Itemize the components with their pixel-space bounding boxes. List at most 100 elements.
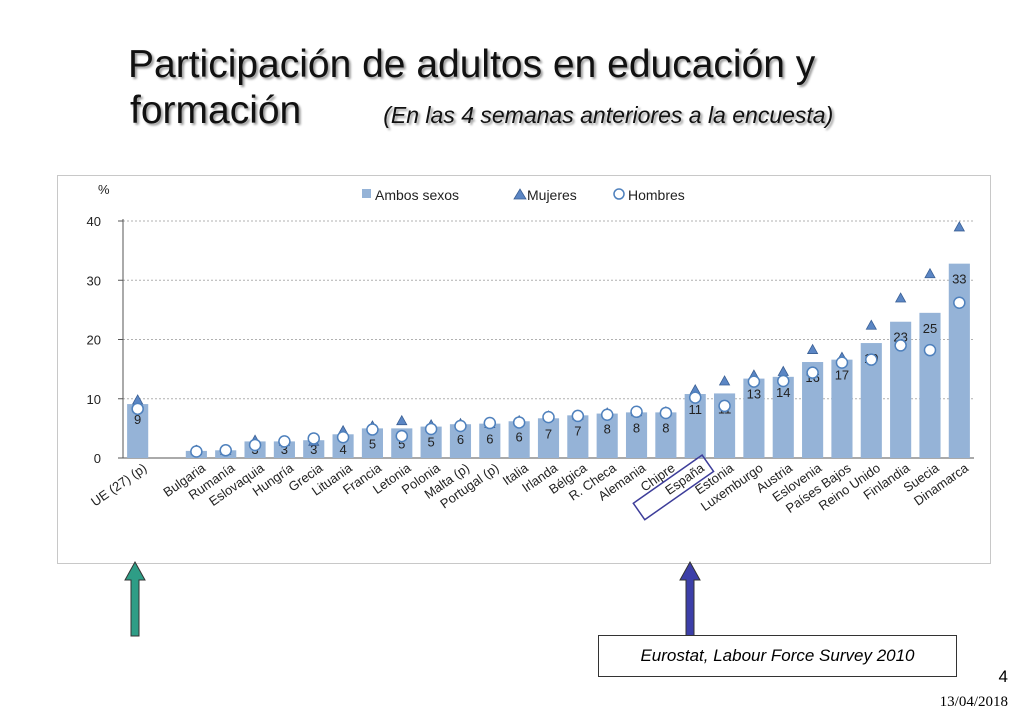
y-axis-label: % <box>98 182 110 197</box>
marker-hombres <box>278 435 291 448</box>
data-label: 7 <box>545 426 552 441</box>
bar-portugal-p <box>479 423 501 458</box>
marker-hombres <box>307 432 320 445</box>
bar-austria <box>772 376 794 458</box>
data-label: 33 <box>952 272 966 287</box>
marker-hombres <box>454 419 467 433</box>
x-tick-label: UE (27) (p) <box>88 460 149 509</box>
marker-hombres <box>659 406 673 420</box>
arrow-up-eu-shape <box>124 560 146 637</box>
bar-reino-unido <box>860 343 882 458</box>
slide-date: 13/04/2018 <box>939 694 1008 710</box>
bar-espana <box>684 394 706 458</box>
data-label: 17 <box>835 368 849 383</box>
marker-hombres <box>483 416 497 430</box>
bar-malta-p <box>449 424 472 458</box>
data-label: 8 <box>604 422 611 437</box>
marker-hombres <box>806 366 819 379</box>
slide-number: 4 <box>998 667 1008 686</box>
bar-dinamarca <box>948 263 970 458</box>
bar-polonia <box>420 426 442 458</box>
marker-hombres <box>395 429 409 443</box>
marker-hombres <box>747 375 761 388</box>
marker-hombres <box>219 444 232 457</box>
marker-mujeres <box>718 375 731 386</box>
data-label: 5 <box>398 436 405 451</box>
data-label: 8 <box>633 420 640 435</box>
marker-hombres <box>865 353 878 366</box>
data-label: 4 <box>339 442 346 457</box>
data-label: 7 <box>574 423 581 438</box>
marker-hombres <box>542 410 555 424</box>
data-label: 6 <box>486 432 493 447</box>
marker-hombres <box>718 399 731 413</box>
y-tick-label: 10 <box>87 392 101 407</box>
y-tick-label: 30 <box>87 273 101 288</box>
y-tick-label: 40 <box>87 214 101 229</box>
marker-hombres <box>630 405 643 419</box>
marker-hombres <box>777 374 790 388</box>
bar-chipre <box>655 412 677 458</box>
marker-hombres <box>688 391 702 404</box>
title-line-1: Participación de adultos en educación y <box>128 43 816 86</box>
legend-bar-swatch <box>362 189 371 198</box>
marker-hombres <box>600 408 614 421</box>
arrow-up-spain-icon <box>679 560 701 637</box>
marker-hombres <box>835 356 849 369</box>
marker-hombres <box>248 438 262 452</box>
marker-hombres <box>366 423 379 436</box>
source-box: Eurostat, Labour Force Survey 2010 <box>598 635 957 677</box>
bar-estonia <box>714 393 736 458</box>
marker-hombres <box>131 402 144 416</box>
arrow-up-eu-icon <box>124 560 146 637</box>
bar-alemania <box>625 412 648 458</box>
y-tick-label: 20 <box>87 333 101 348</box>
legend-entry-hombres: Hombres <box>628 187 685 203</box>
marker-hombres <box>894 339 907 352</box>
bar-grecia <box>303 440 325 458</box>
legend-triangle-marker <box>513 188 527 200</box>
bar-ue-27-p <box>127 404 149 458</box>
bar-eslovenia <box>802 362 824 458</box>
data-label: 14 <box>776 385 790 400</box>
bar-luxemburgo <box>743 378 765 458</box>
data-label: 6 <box>516 429 523 444</box>
chart-subtitle: (En las 4 semanas anteriores a la encues… <box>383 102 834 128</box>
legend-circle-marker <box>613 188 625 200</box>
marker-mujeres <box>806 343 819 354</box>
marker-mujeres <box>894 292 907 303</box>
arrow-up-spain-shape <box>679 560 701 637</box>
data-label: 11 <box>688 402 702 417</box>
marker-mujeres <box>396 414 408 426</box>
source-text: Eurostat, Labour Force Survey 2010 <box>640 646 915 665</box>
marker-hombres <box>424 422 438 436</box>
y-tick-label: 0 <box>94 451 101 466</box>
marker-mujeres <box>865 319 877 330</box>
data-label: 13 <box>747 387 761 402</box>
data-label: 8 <box>662 420 669 435</box>
bar-irlanda <box>537 418 560 458</box>
marker-hombres <box>923 343 937 357</box>
marker-hombres <box>336 431 350 444</box>
bar-paises-bajos <box>831 359 853 458</box>
marker-hombres <box>190 445 203 458</box>
bar-italia <box>508 421 530 458</box>
bar-francia <box>361 428 383 458</box>
data-label: 3 <box>310 442 317 457</box>
marker-hombres <box>571 409 585 423</box>
marker-hombres <box>512 416 526 429</box>
marker-hombres <box>953 296 966 310</box>
data-label: 3 <box>281 442 288 457</box>
data-label: 5 <box>369 436 376 451</box>
data-label: 9 <box>134 412 141 427</box>
title-line-2: formación <box>130 89 302 132</box>
title-line-2-wrap: formación (En las 4 semanas anteriores a … <box>128 88 1008 138</box>
highlight-box-spain <box>632 454 715 521</box>
bar-r-checa <box>596 413 618 458</box>
data-label: 25 <box>923 321 937 336</box>
data-label: 5 <box>428 435 435 450</box>
bar-belgica <box>567 415 589 458</box>
data-label: 6 <box>457 432 464 447</box>
marker-mujeres <box>777 365 789 376</box>
